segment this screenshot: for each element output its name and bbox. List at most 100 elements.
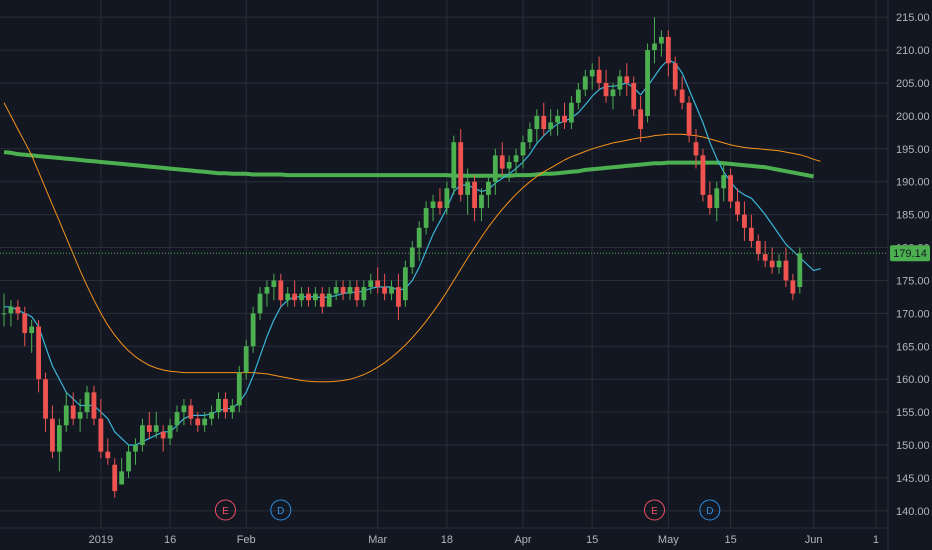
candle (520, 135, 526, 169)
y-tick-label: 160.00 (896, 374, 930, 386)
time-axis[interactable]: 2019 16 Feb Mar 18 Apr 15 May 15 Jun 1 (89, 534, 879, 546)
candle (721, 161, 727, 202)
candle-body (174, 412, 180, 426)
candle (465, 168, 471, 215)
candle-body (472, 181, 477, 209)
y-tick-label: 210.00 (896, 45, 930, 57)
marker-label: D (706, 506, 713, 517)
candle (742, 201, 747, 241)
candle (140, 418, 145, 452)
candle (548, 109, 554, 136)
candle (340, 280, 346, 301)
x-tick-label: Apr (514, 534, 531, 546)
candle (603, 69, 609, 103)
candle (624, 63, 630, 97)
candle-body (458, 142, 464, 195)
candle (299, 287, 304, 307)
candle-body (506, 161, 512, 169)
candle (292, 280, 298, 307)
candle-body (631, 82, 637, 110)
candle-body (534, 115, 540, 130)
candle-body (1, 313, 7, 315)
candle (174, 405, 180, 432)
candle (617, 69, 623, 97)
candle (306, 287, 311, 307)
candle-body (416, 227, 422, 248)
candle (354, 280, 360, 307)
candle-body (527, 129, 533, 143)
candle-body (389, 287, 394, 294)
candle (236, 366, 242, 413)
candle-body (423, 208, 429, 228)
candle-body (638, 109, 644, 130)
candle (98, 398, 104, 459)
candle (589, 63, 595, 90)
candle-body (486, 181, 491, 195)
candle (36, 319, 41, 393)
candle-body (541, 115, 547, 130)
candle-body (126, 451, 131, 472)
dividend-marker: D (270, 499, 292, 521)
candle (472, 175, 477, 222)
candle-body (679, 89, 685, 103)
candle (541, 102, 547, 136)
candle-body (562, 115, 567, 123)
candle-body (659, 36, 664, 44)
marker-circle (643, 499, 665, 521)
candle (160, 425, 166, 452)
candle (91, 385, 97, 426)
candle-body (755, 240, 761, 255)
candle-body (278, 280, 284, 301)
candle-body (665, 36, 671, 64)
candle-body (762, 254, 768, 261)
candle (56, 418, 62, 472)
candle (396, 273, 401, 320)
candle (347, 280, 353, 301)
candle (368, 273, 374, 294)
candle (527, 122, 533, 149)
candle (8, 300, 14, 327)
candle (389, 280, 394, 301)
price-axis[interactable]: 140.00 145.00 150.00 155.00 160.00 165.00 170.… (896, 12, 930, 518)
candle-body (340, 287, 346, 294)
candle (229, 398, 235, 419)
candle-body (396, 287, 401, 307)
candle-body (569, 102, 574, 123)
candle-body (153, 425, 159, 432)
candle-body (645, 50, 650, 116)
y-tick-label: 145.00 (896, 473, 930, 485)
candle-body (430, 201, 436, 209)
axes (0, 0, 889, 550)
candle (714, 181, 720, 222)
candle (652, 17, 657, 64)
candle-body (146, 425, 152, 432)
candle (326, 287, 332, 307)
candles (1, 17, 803, 498)
candle (119, 458, 125, 485)
candle (50, 405, 55, 459)
candle (645, 43, 650, 123)
candle-body (513, 155, 519, 162)
candle-body (555, 115, 560, 123)
candle (700, 148, 706, 202)
candle-body (748, 227, 754, 241)
candle (562, 102, 567, 130)
candle (285, 287, 291, 307)
last-price-label: 179.14 (893, 248, 927, 260)
candle (451, 135, 457, 195)
x-tick-label: 2019 (89, 534, 113, 546)
candle-body (319, 293, 325, 307)
last-price-indicator: 179.14 (0, 245, 930, 262)
candle-body (77, 412, 83, 419)
candle (15, 300, 21, 320)
candle-body (375, 280, 381, 288)
candle-body (119, 471, 125, 485)
candle-body (326, 293, 332, 307)
candle (216, 392, 221, 419)
candle (665, 30, 671, 77)
candle-body (264, 287, 270, 294)
candle-body (610, 89, 616, 97)
candle (748, 214, 754, 248)
